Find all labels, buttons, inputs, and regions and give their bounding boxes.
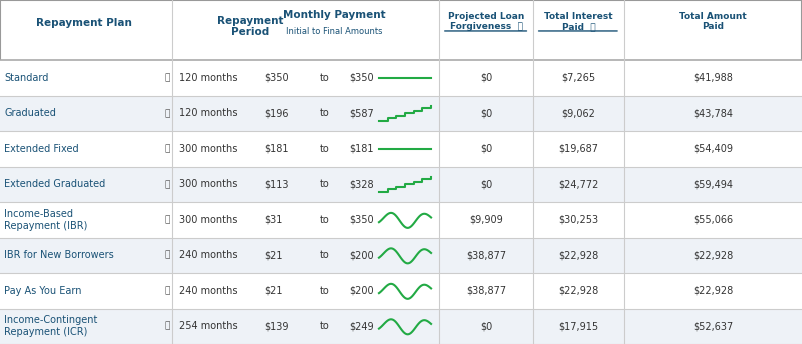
Text: $181: $181 [265, 144, 290, 154]
Text: ⓘ: ⓘ [164, 180, 169, 189]
Text: to: to [320, 108, 330, 118]
Text: $350: $350 [349, 215, 374, 225]
Text: Initial to Final Amounts: Initial to Final Amounts [286, 27, 383, 36]
Text: $43,784: $43,784 [693, 108, 733, 118]
Text: 300 months: 300 months [179, 144, 237, 154]
Text: ⓘ: ⓘ [164, 215, 169, 224]
Text: Income-Based
Repayment (IBR): Income-Based Repayment (IBR) [4, 209, 87, 230]
Bar [0, 131, 802, 166]
Text: $17,915: $17,915 [558, 321, 599, 331]
Text: $0: $0 [480, 321, 492, 331]
Bar [0, 96, 802, 131]
Bar [0, 202, 802, 238]
Text: $7,265: $7,265 [561, 73, 596, 83]
Text: to: to [320, 250, 330, 260]
Text: $9,062: $9,062 [561, 108, 596, 118]
Text: $22,928: $22,928 [693, 286, 733, 296]
Text: $350: $350 [349, 73, 374, 83]
Text: Graduated: Graduated [4, 108, 56, 118]
Text: ⓘ: ⓘ [164, 144, 169, 153]
Text: $19,687: $19,687 [559, 144, 598, 154]
Text: $350: $350 [265, 73, 290, 83]
Text: Total Amount
Paid: Total Amount Paid [679, 12, 747, 31]
Text: $38,877: $38,877 [466, 286, 507, 296]
Bar [0, 273, 802, 309]
Text: 240 months: 240 months [179, 250, 237, 260]
Text: 300 months: 300 months [179, 179, 237, 189]
Text: 120 months: 120 months [179, 108, 237, 118]
Text: $22,928: $22,928 [693, 250, 733, 260]
Bar [0, 238, 802, 273]
Text: $41,988: $41,988 [693, 73, 733, 83]
Text: $9,909: $9,909 [469, 215, 504, 225]
Text: Monthly Payment: Monthly Payment [283, 10, 385, 20]
Text: Standard: Standard [4, 73, 48, 83]
Text: $38,877: $38,877 [466, 250, 507, 260]
Text: $54,409: $54,409 [693, 144, 733, 154]
Text: $0: $0 [480, 108, 492, 118]
Text: Repayment
Period: Repayment Period [217, 16, 283, 37]
Text: $30,253: $30,253 [558, 215, 599, 225]
Text: to: to [320, 215, 330, 225]
Text: $139: $139 [265, 321, 290, 331]
Text: Pay As You Earn: Pay As You Earn [4, 286, 82, 296]
Bar [0, 166, 802, 202]
Text: Projected Loan
Forgiveness  ⓘ: Projected Loan Forgiveness ⓘ [448, 12, 525, 31]
Text: $0: $0 [480, 73, 492, 83]
Text: $22,928: $22,928 [558, 250, 599, 260]
Text: to: to [320, 179, 330, 189]
Text: $587: $587 [349, 108, 374, 118]
Text: $24,772: $24,772 [558, 179, 599, 189]
Text: Extended Fixed: Extended Fixed [4, 144, 79, 154]
Text: $0: $0 [480, 144, 492, 154]
Text: 300 months: 300 months [179, 215, 237, 225]
Text: $31: $31 [265, 215, 283, 225]
Text: $200: $200 [349, 286, 374, 296]
Text: $59,494: $59,494 [693, 179, 733, 189]
Text: $181: $181 [349, 144, 374, 154]
Text: Total Interest
Paid  ⓘ: Total Interest Paid ⓘ [545, 12, 613, 31]
Text: $22,928: $22,928 [558, 286, 599, 296]
Text: $249: $249 [349, 321, 374, 331]
Text: IBR for New Borrowers: IBR for New Borrowers [4, 250, 114, 260]
Text: ⓘ: ⓘ [164, 286, 169, 295]
Text: Repayment Plan: Repayment Plan [36, 18, 132, 28]
Text: $200: $200 [349, 250, 374, 260]
Text: $113: $113 [265, 179, 290, 189]
Text: to: to [320, 144, 330, 154]
Bar [0, 60, 802, 96]
Text: to: to [320, 286, 330, 296]
Text: ⓘ: ⓘ [164, 251, 169, 260]
Text: $55,066: $55,066 [693, 215, 733, 225]
Text: $328: $328 [349, 179, 374, 189]
Text: $21: $21 [265, 286, 283, 296]
Text: Income-Contingent
Repayment (ICR): Income-Contingent Repayment (ICR) [4, 315, 97, 337]
Text: 120 months: 120 months [179, 73, 237, 83]
Text: to: to [320, 321, 330, 331]
Text: $21: $21 [265, 250, 283, 260]
Text: $52,637: $52,637 [693, 321, 733, 331]
Text: ⓘ: ⓘ [164, 73, 169, 83]
Text: ⓘ: ⓘ [164, 109, 169, 118]
Text: $196: $196 [265, 108, 290, 118]
Text: 254 months: 254 months [179, 321, 237, 331]
Text: 240 months: 240 months [179, 286, 237, 296]
Text: $0: $0 [480, 179, 492, 189]
Text: to: to [320, 73, 330, 83]
Bar [0, 309, 802, 344]
Text: ⓘ: ⓘ [164, 322, 169, 331]
Text: Extended Graduated: Extended Graduated [4, 179, 105, 189]
